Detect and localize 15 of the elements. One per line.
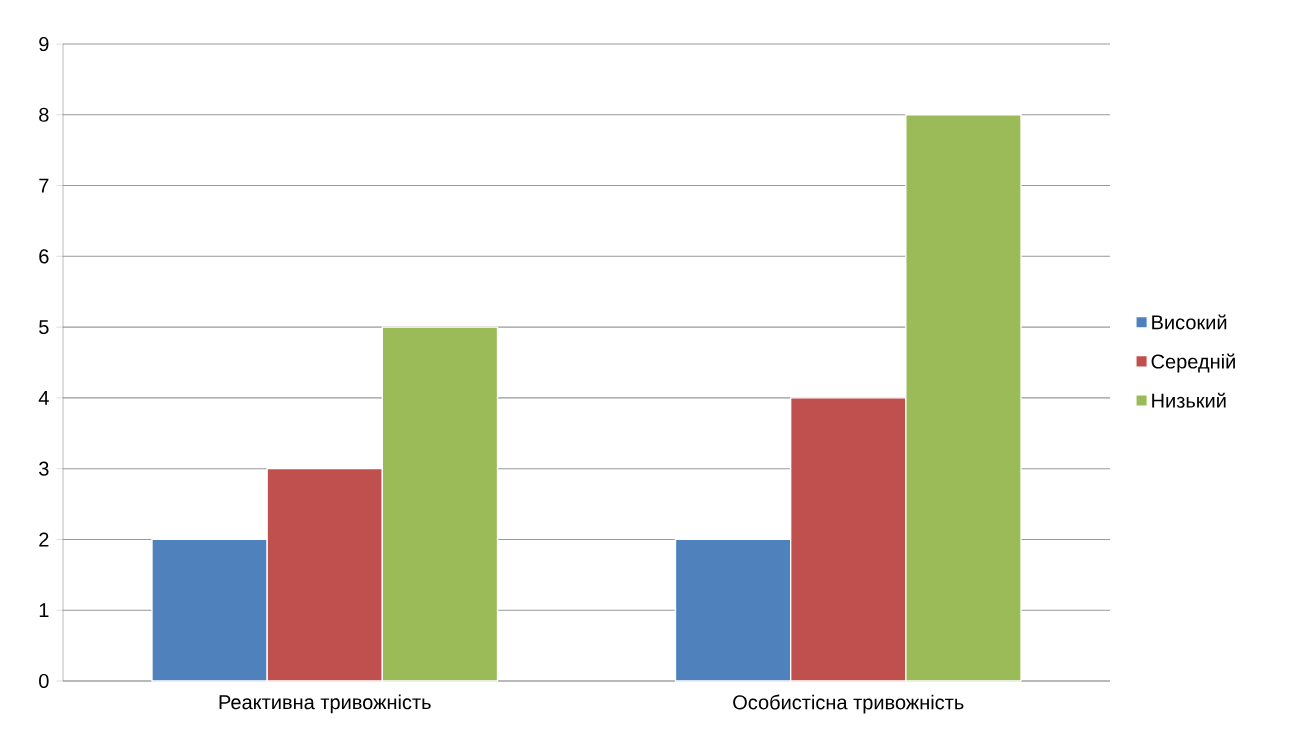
- y-tick-label: 0: [39, 673, 49, 689]
- legend-label: Високий: [1152, 314, 1227, 330]
- x-tick-label: Особистісна тривожність: [733, 694, 964, 714]
- legend-label: Низький: [1152, 392, 1226, 408]
- y-tick-label: 3: [39, 461, 49, 476]
- y-tick-label: 7: [39, 178, 49, 193]
- y-tick-label: 4: [38, 391, 49, 405]
- y-tick-label: 1: [39, 603, 49, 618]
- x-tick-label: Реактивна тривожність: [219, 694, 431, 714]
- y-tick-label: 6: [39, 249, 49, 264]
- legend-label: Середній: [1151, 353, 1235, 373]
- y-tick-label: 9: [39, 36, 49, 52]
- y-tick-label: 5: [39, 320, 49, 335]
- y-tick-label: 2: [39, 532, 49, 547]
- y-tick-label: 8: [39, 107, 49, 122]
